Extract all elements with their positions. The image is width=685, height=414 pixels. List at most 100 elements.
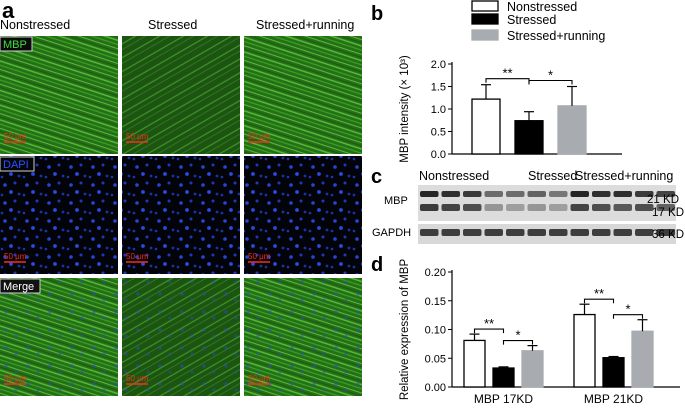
legend-swatch — [471, 0, 499, 12]
blot-band-17kd — [592, 204, 611, 211]
bar — [514, 120, 544, 155]
panel-label-a: a — [2, 0, 15, 23]
scale-bar-label: 50 μm — [248, 252, 271, 261]
y-tick-label: 0.05 — [425, 353, 446, 365]
blot-band-17kd — [463, 204, 482, 211]
blot-band-17kd — [549, 204, 568, 211]
micrograph-tile — [122, 156, 240, 274]
row-label-merge: Merge — [3, 281, 34, 293]
row-label-box — [0, 278, 41, 294]
legend-swatch — [471, 29, 499, 41]
blot-band-17kd — [635, 204, 654, 211]
scale-bar-label: 50 μm — [126, 374, 149, 383]
panel-d-chart: d 0.00 0.05 0.10 0.15 0.20 Relative expression… — [371, 254, 680, 406]
x-tick-label: MBP 17KD — [474, 392, 533, 406]
micrograph-tile — [0, 36, 118, 154]
significance-bracket — [502, 340, 534, 345]
legend-label: Stressed — [507, 13, 556, 27]
column-header: Stressed — [148, 18, 197, 32]
blot-band-17kd — [441, 204, 460, 211]
significance-label: * — [625, 302, 630, 317]
blot-band-21kd — [463, 191, 482, 197]
blot-band-gapdh — [527, 229, 546, 236]
micrograph-tile — [244, 36, 362, 154]
x-tick-label: MBP 21KD — [584, 392, 643, 406]
y-tick-label: 0.10 — [425, 325, 446, 337]
blot-band-17kd — [420, 204, 439, 211]
blot-band-21kd — [506, 191, 525, 197]
blot-band-gapdh — [635, 229, 654, 236]
blot-band-21kd — [592, 191, 611, 197]
blot-band-21kd — [527, 191, 546, 197]
blot-band-21kd — [484, 191, 503, 197]
bar — [557, 105, 587, 155]
y-tick-label: 0.15 — [425, 296, 446, 308]
merge-overlay — [122, 278, 240, 396]
significance-label: * — [515, 328, 520, 343]
blot-group-label: Stressed — [528, 169, 577, 183]
blot-band-gapdh — [420, 229, 439, 236]
bar — [492, 367, 515, 388]
blot-band-17kd — [506, 204, 525, 211]
blot-group-label: Stressed+running — [575, 169, 673, 183]
bar — [521, 350, 544, 388]
blot-strip-gapdh — [418, 224, 676, 244]
blot-band-21kd — [656, 191, 675, 197]
scale-bar-label: 50 μm — [126, 132, 149, 141]
micrograph-tile — [0, 156, 118, 274]
bar — [573, 313, 596, 388]
blot-band-21kd — [420, 191, 439, 197]
blot-band-gapdh — [484, 229, 503, 236]
blot-band-21kd — [613, 191, 632, 197]
blot-band-gapdh — [549, 229, 568, 236]
blot-row-label: GAPDH — [372, 227, 411, 239]
blot-band-21kd — [570, 191, 589, 197]
blot-group-label: Nonstressed — [419, 169, 489, 183]
blot-band-gapdh — [506, 229, 525, 236]
blot-band-21kd — [549, 191, 568, 197]
blot-band-21kd — [441, 191, 460, 197]
row-label-mbp: MBP — [3, 39, 27, 51]
significance-label: ** — [484, 316, 494, 331]
blot-band-21kd — [635, 191, 654, 197]
merge-overlay — [244, 278, 362, 396]
significance-bracket — [528, 79, 573, 85]
size-label: 36 KD — [652, 229, 684, 241]
column-header: Nonstressed — [0, 18, 70, 32]
scale-bar-label: 50 μm — [4, 252, 27, 261]
row-label-dapi: DAPI — [3, 159, 29, 171]
blot-band-gapdh — [570, 229, 589, 236]
column-header: Stressed+running — [256, 18, 354, 32]
y-tick-label: 1.0 — [431, 104, 446, 116]
size-label: 21 KD — [647, 194, 679, 206]
merge-overlay — [0, 278, 118, 396]
significance-bracket — [583, 298, 615, 304]
blot-band-gapdh — [656, 229, 675, 236]
bar — [602, 357, 625, 388]
y-tick-label: 0.0 — [431, 149, 446, 161]
blot-band-17kd — [570, 204, 589, 211]
blot-band-17kd — [527, 204, 546, 211]
y-axis-label: MBP intensity (× 10³) — [399, 55, 411, 163]
scale-bar-label: 50 μm — [4, 374, 27, 383]
blot-band-17kd — [484, 204, 503, 211]
panel-label-c: c — [371, 166, 382, 188]
y-tick-label: 1.5 — [431, 82, 446, 94]
panel-label-b: b — [371, 3, 383, 25]
scale-bar-label: 50 μm — [4, 132, 27, 141]
blot-band-gapdh — [592, 229, 611, 236]
legend-swatch — [471, 13, 499, 25]
legend-label: Nonstressed — [507, 0, 577, 14]
scale-bar-label: 50 μm — [126, 252, 149, 261]
significance-label: ** — [594, 286, 604, 301]
blot-band-17kd — [613, 204, 632, 211]
legend-label: Stressed+running — [507, 29, 605, 43]
size-label: 17 KD — [652, 207, 684, 219]
panel-label-d: d — [371, 254, 383, 276]
significance-label: ** — [502, 66, 512, 81]
blot-band-gapdh — [441, 229, 460, 236]
blot-band-gapdh — [463, 229, 482, 236]
